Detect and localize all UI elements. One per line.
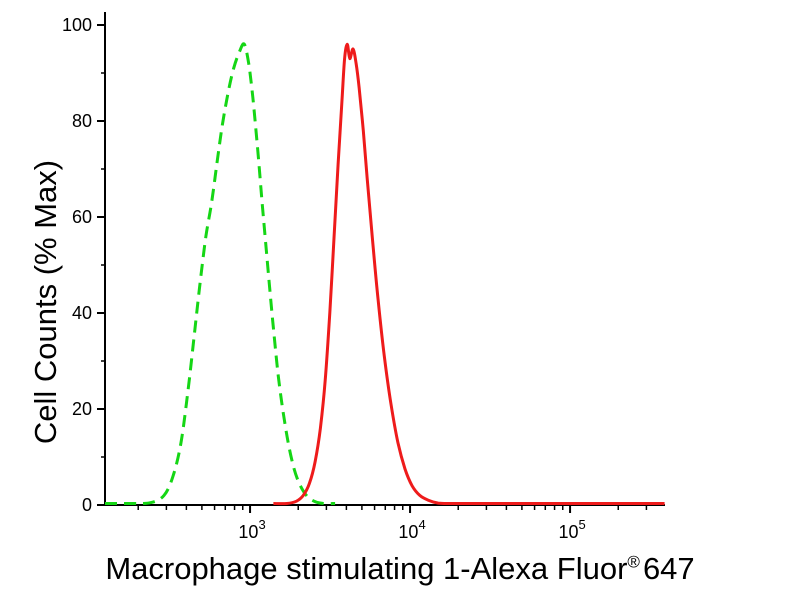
x-axis-label: Macrophage stimulating 1-Alexa Fluor®647 [0,551,800,587]
y-tick-label: 60 [72,207,92,227]
series-curve-dashed [104,42,336,506]
y-tick-label: 0 [82,495,92,515]
y-axis-label: Cell Counts (% Max) [28,159,63,445]
x-tick-label: 103 [238,517,265,542]
registered-trademark-symbol: ® [627,552,640,572]
x-tick-label: 104 [398,517,425,542]
x-axis-label-suffix: 647 [642,551,695,586]
x-tick-label: 105 [558,517,585,542]
x-axis-label-main: Macrophage stimulating 1-Alexa Fluor [105,551,628,586]
series-curve-solid [273,42,665,506]
axis-lines [104,12,665,506]
y-tick-label: 80 [72,111,92,131]
y-tick-label: 100 [62,15,92,35]
y-tick-label: 40 [72,303,92,323]
y-tick-label: 20 [72,399,92,419]
